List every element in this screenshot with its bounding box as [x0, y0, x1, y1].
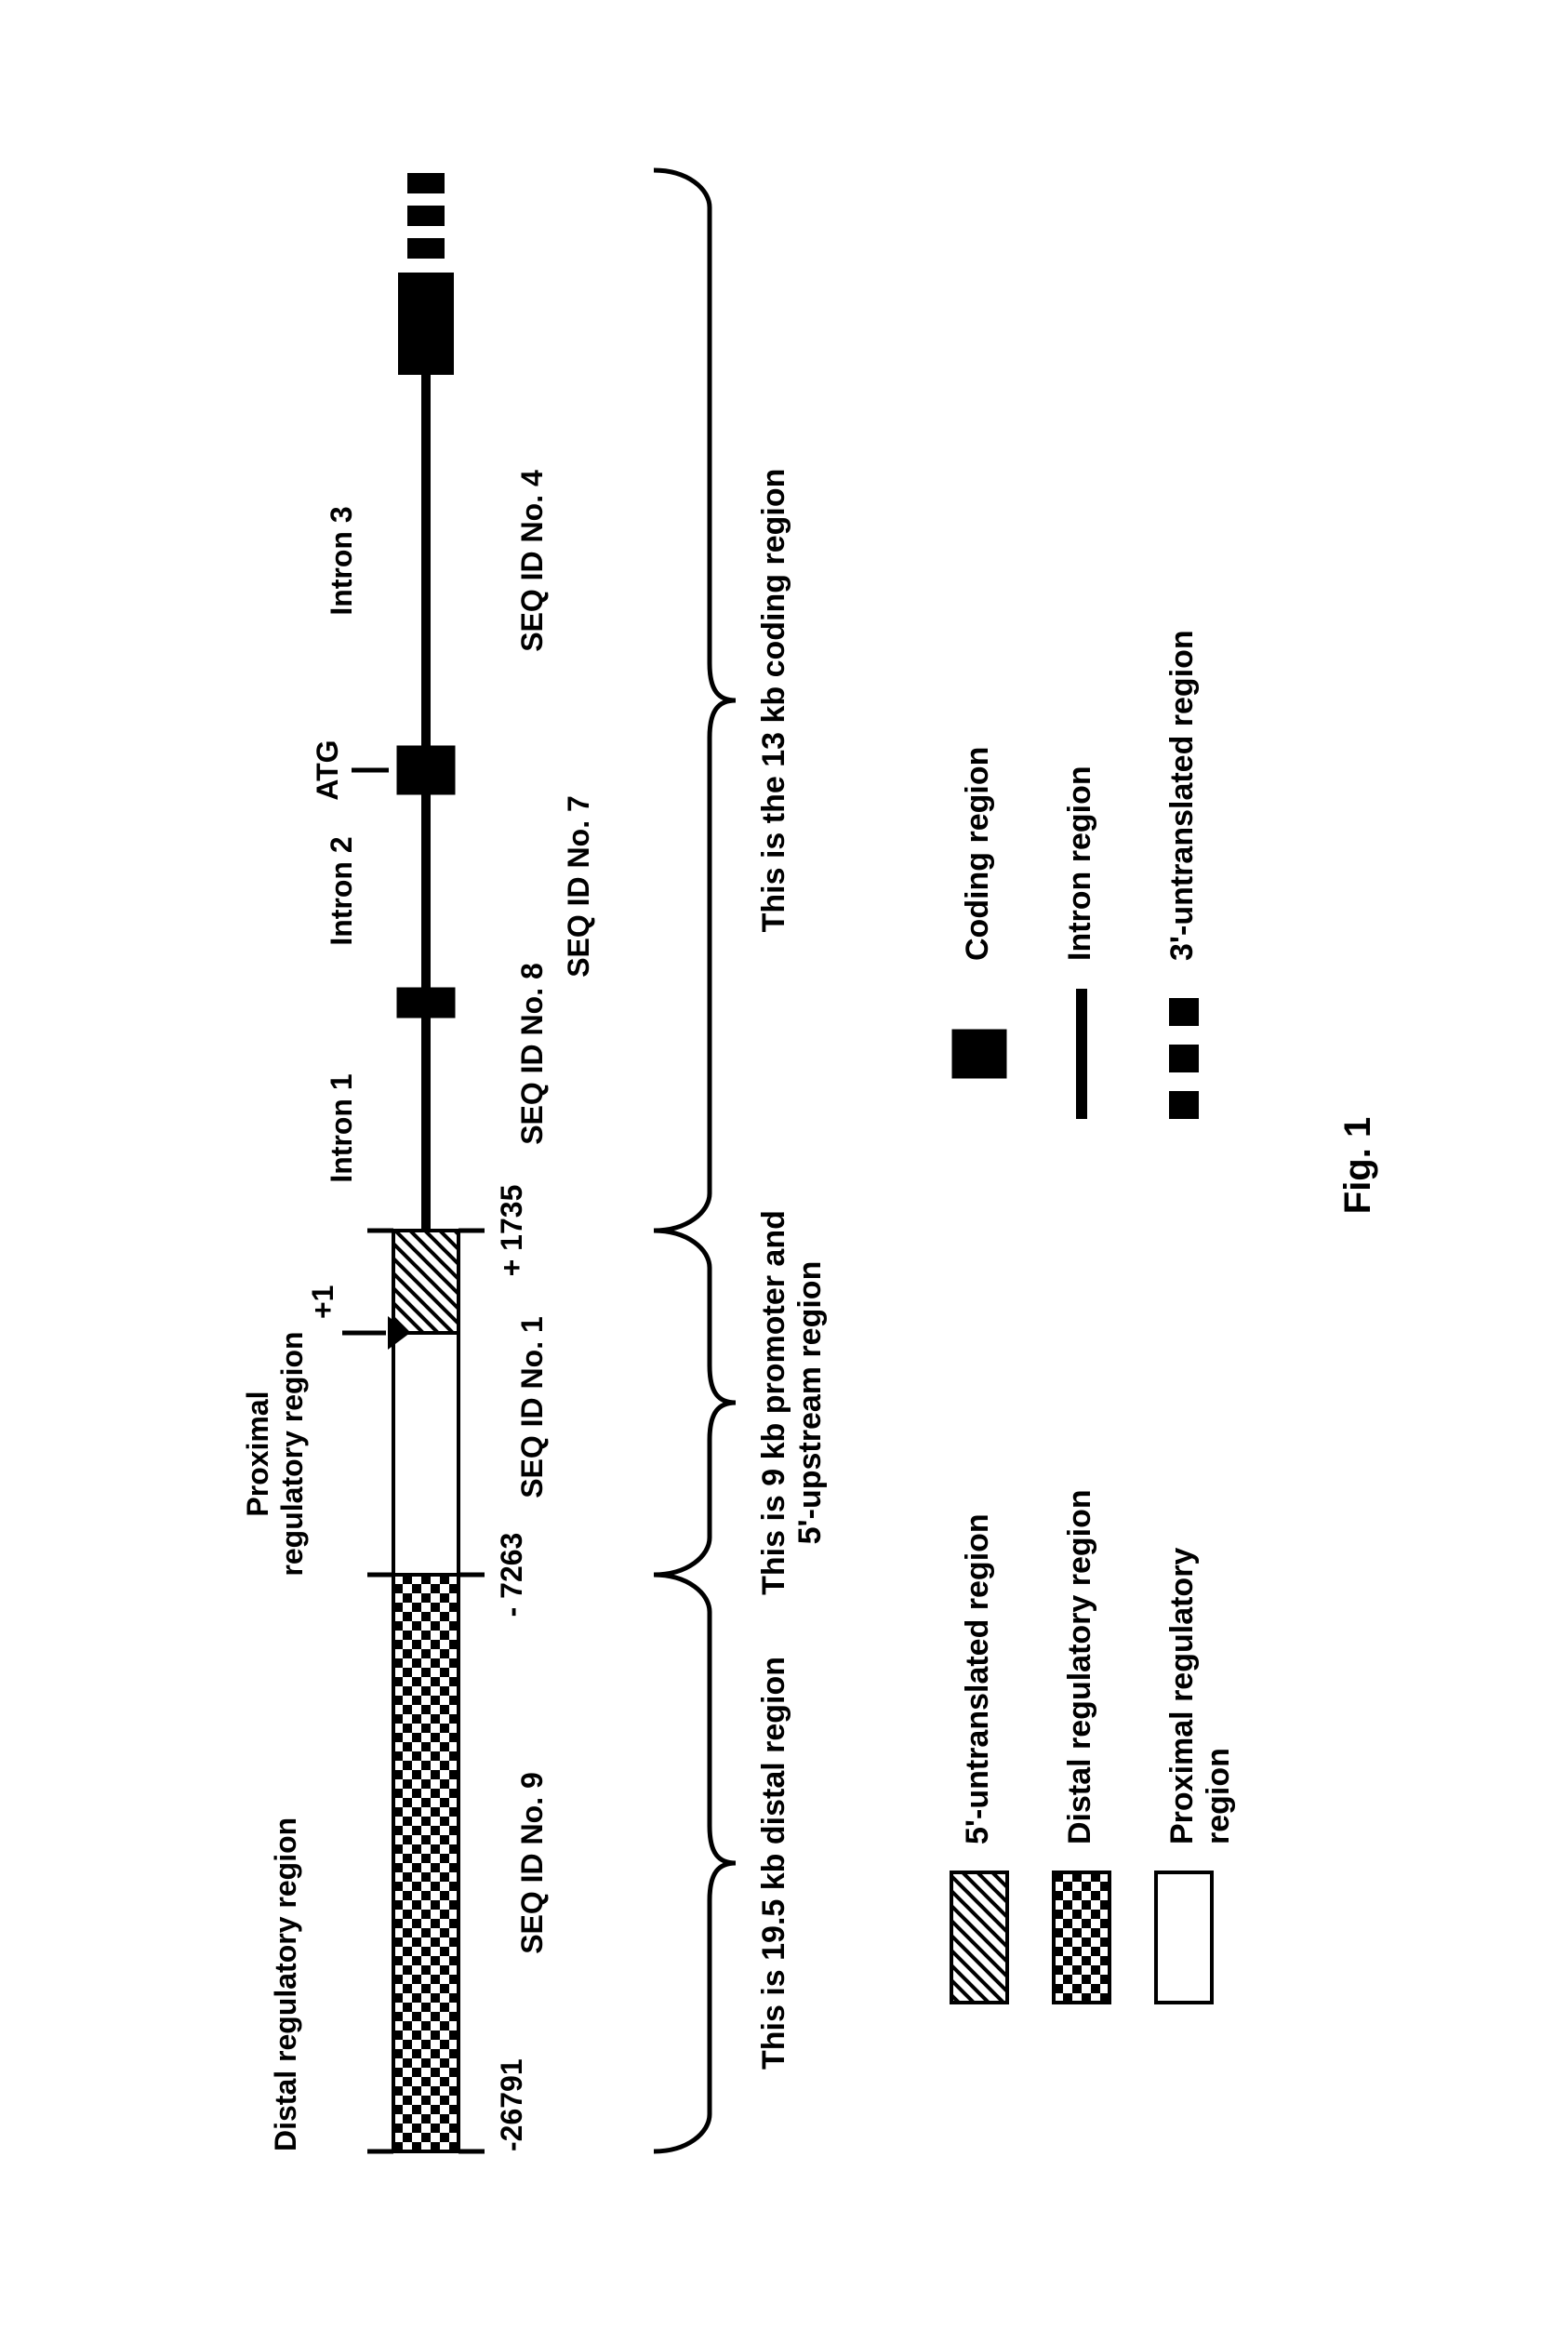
- utr3-dash-2: [407, 173, 445, 193]
- svg-text:Coding region: Coding region: [960, 746, 995, 960]
- svg-text:ATG: ATG: [311, 739, 344, 800]
- svg-text:3'-untranslated region: 3'-untranslated region: [1164, 630, 1200, 961]
- region-distal: [393, 1575, 458, 2151]
- svg-text:Fig. 1: Fig. 1: [1337, 1116, 1378, 1213]
- svg-text:This is 19.5 kb distal region: This is 19.5 kb distal region: [756, 1656, 791, 2069]
- brace: [654, 170, 736, 1231]
- exon4: [398, 273, 454, 375]
- svg-text:regulatory region: regulatory region: [275, 1331, 309, 1576]
- gene-diagram-svg: Distal regulatory region Proximalregulato…: [133, 142, 1435, 2189]
- utr3-dash-0: [407, 238, 445, 259]
- svg-text:Distal regulatory region: Distal regulatory region: [1062, 1489, 1097, 1844]
- svg-text:SEQ ID No. 8: SEQ ID No. 8: [515, 963, 549, 1145]
- svg-text:SEQ ID No. 9: SEQ ID No. 9: [515, 1772, 549, 1954]
- svg-text:This is 9 kb promoter and: This is 9 kb promoter and: [756, 1210, 791, 1595]
- svg-text:SEQ ID No. 1: SEQ ID No. 1: [515, 1316, 549, 1498]
- svg-text:Distal regulatory region: Distal regulatory region: [269, 1817, 302, 2150]
- svg-text:Intron region: Intron region: [1062, 766, 1097, 961]
- svg-text:SEQ ID No. 7: SEQ ID No. 7: [562, 795, 595, 978]
- svg-text:- 7263: - 7263: [495, 1532, 528, 1617]
- svg-text:Proximal: Proximal: [241, 1391, 274, 1516]
- svg-text:+ 1735: + 1735: [495, 1184, 528, 1276]
- svg-text:+1: +1: [306, 1285, 339, 1318]
- brace: [654, 1575, 736, 2151]
- exon2: [398, 989, 454, 1017]
- exon3: [398, 747, 454, 793]
- svg-text:Proximal regulatory: Proximal regulatory: [1164, 1547, 1200, 1844]
- svg-text:Intron 1: Intron 1: [325, 1073, 358, 1182]
- svg-text:Intron 2: Intron 2: [325, 836, 358, 945]
- svg-text:This is the 13 kb coding regio: This is the 13 kb coding region: [756, 468, 791, 932]
- svg-text:region: region: [1201, 1748, 1236, 1844]
- region-utr5: [393, 1231, 458, 1333]
- svg-text:5'-untranslated region: 5'-untranslated region: [960, 1513, 995, 1844]
- region-proximal: [393, 1333, 458, 1575]
- svg-text:SEQ ID No. 4: SEQ ID No. 4: [515, 470, 549, 652]
- svg-text:-26791: -26791: [495, 2058, 528, 2151]
- utr3-dash-1: [407, 206, 445, 226]
- figure-container: Distal regulatory region Proximalregulato…: [133, 142, 1435, 2189]
- brace: [654, 1231, 736, 1575]
- svg-text:Intron 3: Intron 3: [325, 506, 358, 615]
- svg-text:5'-upstream region: 5'-upstream region: [792, 1260, 828, 1544]
